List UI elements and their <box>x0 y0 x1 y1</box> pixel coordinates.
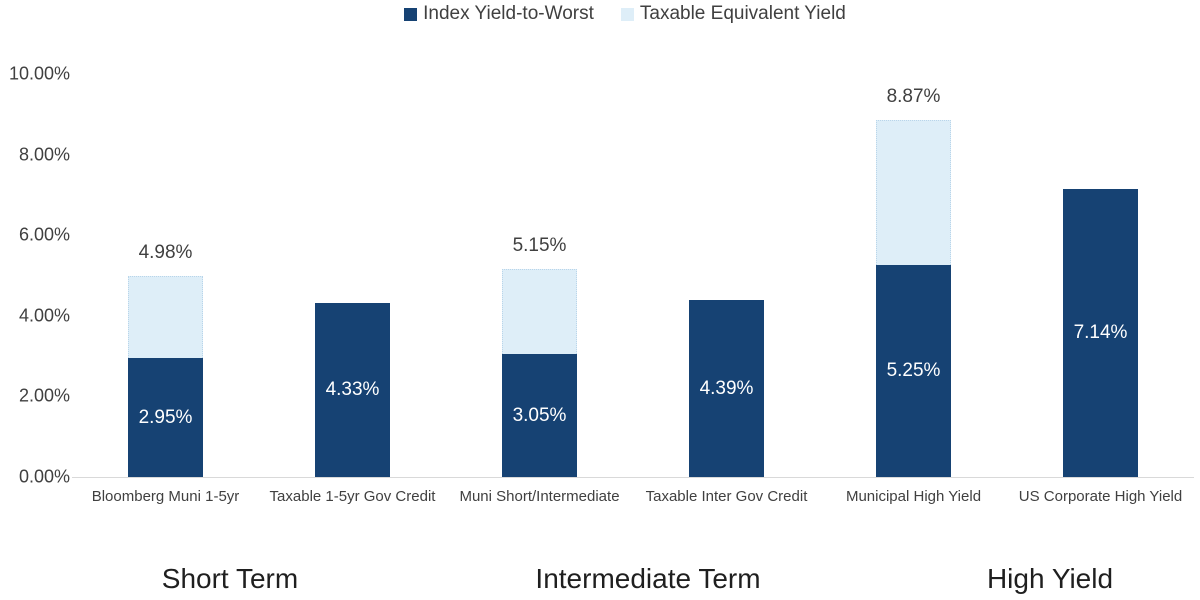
legend-item-taxable-equivalent: Taxable Equivalent Yield <box>620 3 846 25</box>
x-axis-label: US Corporate High Yield <box>1018 488 1183 505</box>
total-value-label: 4.98% <box>138 242 193 264</box>
bar-value-label: 4.33% <box>325 378 380 400</box>
legend-swatch-taxable-equivalent <box>620 7 634 21</box>
x-axis-label: Taxable 1-5yr Gov Credit <box>269 488 436 505</box>
bar-segment-index-yield: 4.39% <box>689 300 764 477</box>
bar-segment-index-yield: 4.33% <box>315 302 390 477</box>
legend: Index Yield-to-Worst Taxable Equivalent … <box>0 3 1200 25</box>
y-axis-tick: 0.00% <box>18 466 70 487</box>
y-axis-tick: 4.00% <box>18 305 70 326</box>
bar-value-label: 5.25% <box>886 360 941 382</box>
group-label: High Yield <box>986 563 1114 594</box>
bar-value-label: 7.14% <box>1073 322 1128 344</box>
bar-segment-index-yield: 7.14% <box>1063 189 1138 477</box>
legend-label-taxable-equivalent: Taxable Equivalent Yield <box>639 3 846 24</box>
plot-area: 2.95% 4.98% 4.33% 3.05% 5.15% 4.39% 5.25% 8.87%… <box>72 74 1194 478</box>
x-axis-label: Muni Short/Intermediate <box>459 488 620 505</box>
y-axis-tick: 8.00% <box>18 144 70 165</box>
legend-label-index-yield: Index Yield-to-Worst <box>423 3 594 24</box>
bar-segment-taxable-equivalent <box>876 119 951 266</box>
y-axis-tick: 6.00% <box>18 224 70 245</box>
total-value-label: 8.87% <box>886 85 941 107</box>
legend-item-index-yield: Index Yield-to-Worst <box>404 3 594 25</box>
bar-segment-index-yield: 3.05% <box>502 354 577 477</box>
bar-value-label: 2.95% <box>138 406 193 428</box>
x-axis-label: Taxable Inter Gov Credit <box>645 488 808 505</box>
total-value-label: 5.15% <box>512 235 567 257</box>
group-label: Intermediate Term <box>535 563 761 594</box>
y-axis-tick: 10.00% <box>8 63 70 84</box>
y-axis-tick: 2.00% <box>18 385 70 406</box>
x-axis-label: Municipal High Yield <box>845 488 982 505</box>
bar-segment-index-yield: 5.25% <box>876 265 951 477</box>
bar-value-label: 4.39% <box>699 377 754 399</box>
group-label: Short Term <box>161 563 299 594</box>
bar-segment-taxable-equivalent <box>502 269 577 355</box>
bar-segment-index-yield: 2.95% <box>128 358 203 477</box>
bar-value-label: 3.05% <box>512 404 567 426</box>
x-axis-label: Bloomberg Muni 1-5yr <box>91 488 240 505</box>
legend-swatch-index-yield <box>404 7 418 21</box>
bar-segment-taxable-equivalent <box>128 276 203 359</box>
